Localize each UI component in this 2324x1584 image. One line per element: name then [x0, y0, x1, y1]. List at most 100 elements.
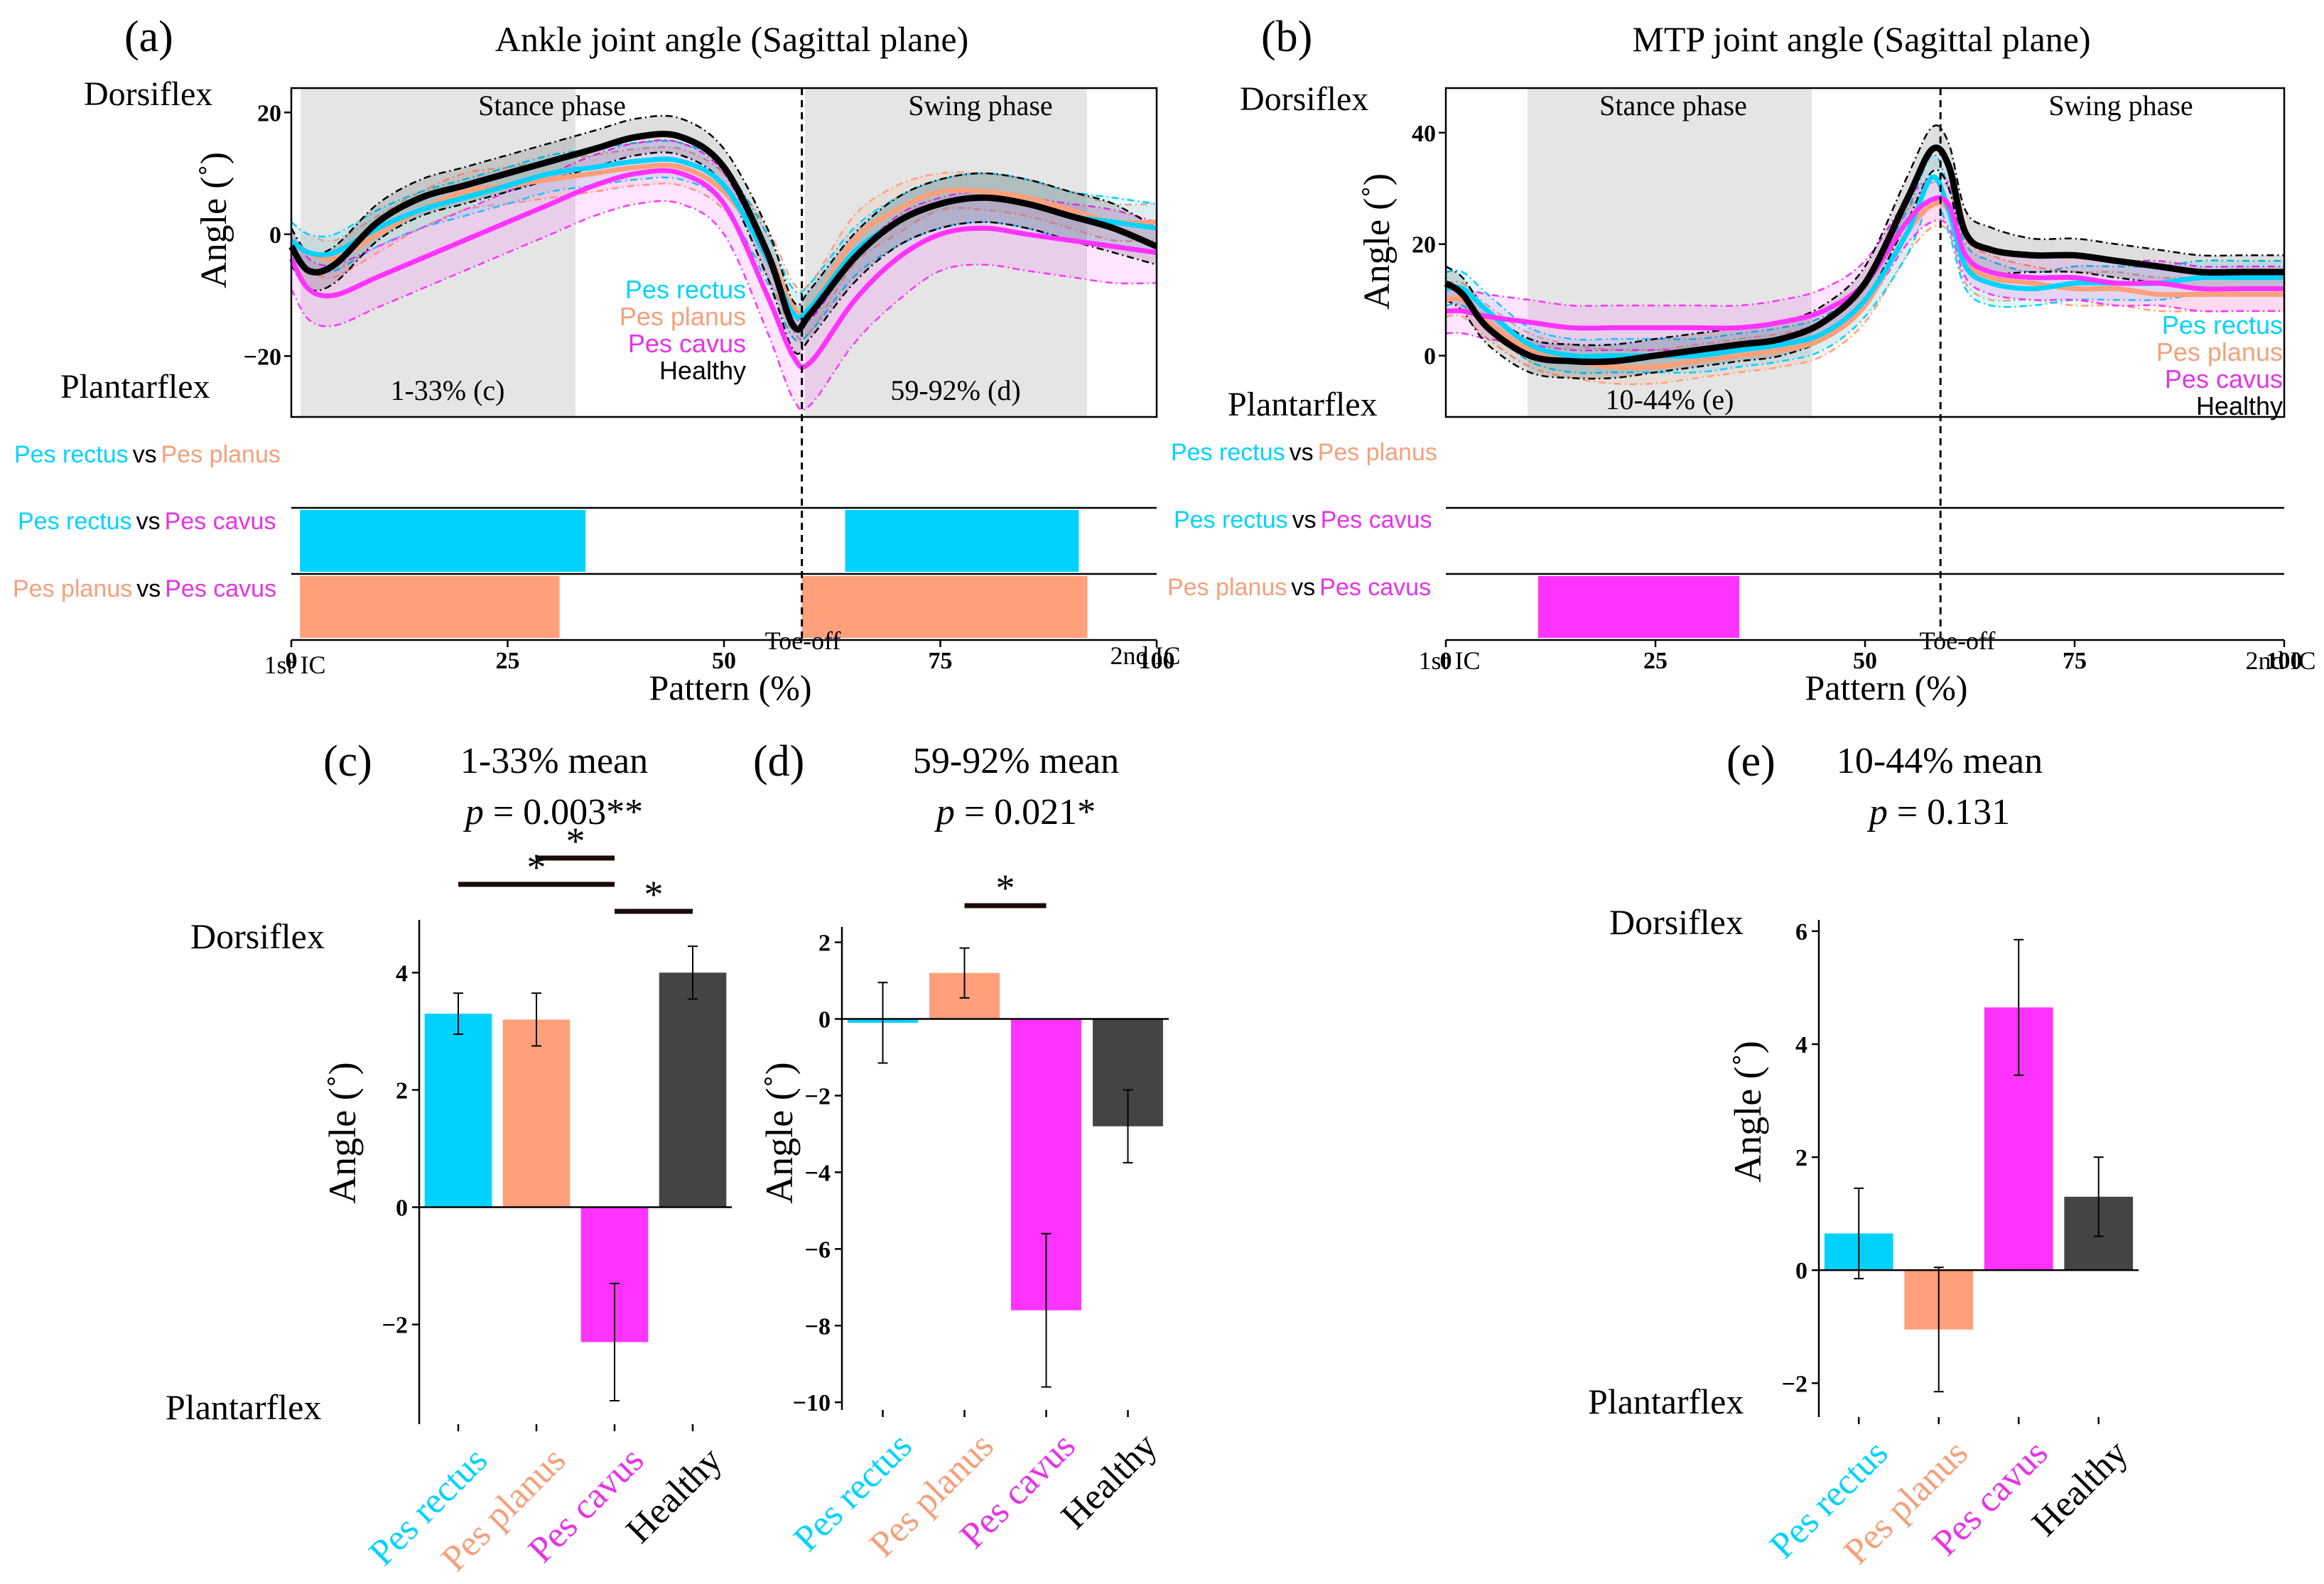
legend-a-healthy: Healthy — [659, 356, 746, 385]
panel-b-dorsiflex: Dorsiflex — [1240, 80, 1368, 118]
panel-c-letter: (c) — [323, 737, 372, 786]
panel-c-dorsiflex: Dorsiflex — [190, 916, 325, 956]
panel-a-range2-label: 59-92% (d) — [890, 374, 1020, 406]
y-tick-label-d--6: −6 — [805, 1237, 831, 1263]
x-tick-label-a-50: 50 — [712, 648, 736, 674]
panel-e-letter: (e) — [1726, 737, 1776, 786]
x-tick-label-b-0: 0 — [1440, 648, 1452, 674]
y-tick-label-e-4: 4 — [1795, 1032, 1807, 1058]
sig-star-c-2: * — [527, 846, 546, 889]
sig-bar-a-2-2 — [845, 510, 1079, 572]
comparison-b-1: Pes rectus vs Pes planus — [1171, 439, 1437, 466]
y-tick-label-e--2: −2 — [1782, 1371, 1807, 1397]
sig-star-d-1: * — [996, 867, 1015, 909]
panel-a: (a) Ankle joint angle (Sagittal plane) D… — [13, 13, 1181, 707]
sd-upper-b-healthy — [1445, 124, 2284, 347]
panel-c-plantarflex: Plantarflex — [166, 1387, 321, 1427]
panel-a-plot: −20 0 20 0 25 50 75 100 — [244, 87, 1175, 674]
bar-c-healthy — [659, 972, 727, 1208]
y-tick-label-b-0: 0 — [1424, 344, 1436, 370]
panel-b-ylabel: Angle (˚) — [1357, 173, 1398, 310]
panel-a-range1-label: 1-33% (c) — [390, 374, 504, 406]
sig-bar-a-3-1 — [300, 576, 560, 638]
sig-star-c-1: * — [566, 820, 585, 862]
legend-b-cavus: Pes cavus — [2165, 364, 2283, 394]
panel-a-letter: (a) — [124, 13, 173, 61]
panel-b-ic2: 2nd IC — [2246, 646, 2316, 675]
panel-a-legend: Pes rectus Pes planus Pes cavus Healthy — [620, 275, 746, 385]
comparison-b-2: Pes rectus vs Pes cavus — [1174, 506, 1432, 533]
panel-b-range1-label: 10-44% (e) — [1605, 384, 1734, 416]
x-tick-label-b-25: 25 — [1643, 648, 1668, 674]
panel-a-title: Ankle joint angle (Sagittal plane) — [495, 19, 968, 59]
panel-a-xlabel: Pattern (%) — [649, 668, 811, 707]
panel-e-ylabel: Angle (˚) — [1726, 1041, 1769, 1182]
bar-c-pes-planus — [502, 1019, 571, 1208]
series-line-b-pes-cavus — [1445, 195, 2284, 331]
comparison-b-3: Pes planus vs Pes cavus — [1167, 574, 1431, 601]
series-line-b-healthy — [1444, 144, 2284, 365]
panel-d-title: 59-92% mean — [913, 741, 1119, 781]
sig-star-c-3: * — [644, 873, 664, 916]
legend-a-planus: Pes planus — [620, 302, 746, 331]
panel-a-ic2: 2nd IC — [1110, 641, 1181, 670]
y-tick-label-d--2: −2 — [805, 1083, 831, 1110]
panel-d-letter: (d) — [753, 737, 804, 786]
y-tick-label-a-20: 20 — [257, 100, 281, 126]
sig-bar-a-3-2 — [801, 576, 1088, 638]
legend-a-cavus: Pes cavus — [628, 329, 746, 358]
comparison-a-2: Pes rectus vs Pes cavus — [18, 508, 276, 535]
y-tick-label-a--20: −20 — [244, 344, 281, 370]
y-tick-label-e-6: 6 — [1795, 919, 1807, 945]
bar-c-pes-rectus — [424, 1014, 492, 1208]
panel-b-ic1: 1st IC — [1418, 646, 1480, 675]
series-line-a-healthy — [288, 131, 1158, 333]
panel-a-plantarflex: Plantarflex — [60, 368, 210, 406]
panel-e-pvalue: p = 0.131 — [1866, 792, 2010, 832]
y-tick-label-c-4: 4 — [396, 960, 408, 987]
y-tick-label-d--10: −10 — [793, 1390, 831, 1416]
sig-bar-a-2-1 — [300, 510, 586, 572]
legend-b-healthy: Healthy — [2196, 391, 2283, 421]
x-tick-label-b-50: 50 — [1853, 648, 1877, 674]
panel-b-stance-label: Stance phase — [1599, 89, 1747, 121]
sd-lower-b-pes-rectus — [1445, 198, 2284, 374]
x-tick-label-a-25: 25 — [496, 648, 520, 674]
panel-b-toeoff: Toe-off — [1920, 626, 1996, 655]
y-tick-label-e-2: 2 — [1795, 1145, 1807, 1171]
y-tick-label-c-0: 0 — [396, 1195, 408, 1222]
y-tick-label-d-0: 0 — [818, 1007, 831, 1034]
sig-bar-b-3-1 — [1537, 576, 1739, 638]
panel-a-toeoff: Toe-off — [765, 626, 841, 655]
sd-upper-a-healthy — [290, 114, 1157, 306]
panel-e-plantarflex: Plantarflex — [1588, 1382, 1744, 1421]
panel-b-plantarflex: Plantarflex — [1228, 386, 1378, 423]
panel-b-swing-label: Swing phase — [2048, 89, 2193, 121]
panel-b-xlabel: Pattern (%) — [1805, 668, 1967, 707]
x-tick-label-b-100: 100 — [2266, 648, 2303, 674]
sd-lower-a-pes-cavus — [290, 200, 1157, 411]
y-tick-label-a-0: 0 — [269, 222, 281, 249]
plot-frame-a — [290, 87, 1158, 418]
x-tick-label-a-75: 75 — [929, 648, 953, 674]
legend-b-planus: Pes planus — [2156, 337, 2283, 367]
y-tick-label-d--4: −4 — [805, 1160, 831, 1186]
y-tick-label-e-0: 0 — [1795, 1258, 1807, 1284]
comparison-a-3: Pes planus vs Pes cavus — [13, 575, 276, 602]
panel-d-ylabel: Angle (˚) — [758, 1062, 801, 1203]
comparison-a-1: Pes rectus vs Pes planus — [14, 441, 281, 468]
y-tick-label-c-2: 2 — [396, 1078, 408, 1104]
y-tick-label-b-20: 20 — [1412, 232, 1436, 259]
panel-c-ylabel: Angle (˚) — [321, 1062, 364, 1203]
plot-frame-b — [1444, 87, 2286, 418]
legend-a-rectus: Pes rectus — [625, 275, 746, 304]
x-tick-label-a-100: 100 — [1139, 648, 1175, 674]
panel-c-pvalue: p = 0.003** — [463, 792, 643, 832]
panel-d: (d) 59-92% mean p = 0.021* Angle (˚) −10… — [753, 737, 1169, 1565]
sd-lower-b-pes-cavus — [1445, 219, 2284, 352]
panel-b: (b) MTP joint angle (Sagittal plane) Dor… — [1167, 13, 2316, 707]
panel-e: (e) 10-44% mean p = 0.131 Dorsiflex Plan… — [1588, 737, 2139, 1572]
